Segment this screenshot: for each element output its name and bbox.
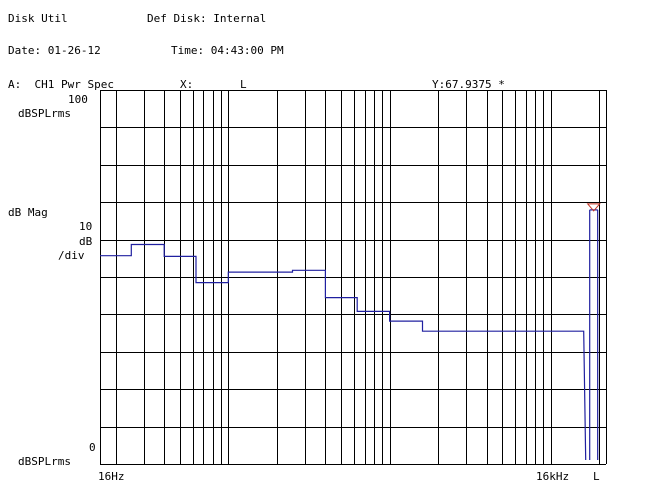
band-marker-l xyxy=(589,209,599,460)
plot-grid xyxy=(100,90,607,465)
y-scale-unit: dB xyxy=(79,235,93,248)
trace-channel-label: A: CH1 Pwr Spec xyxy=(8,78,114,91)
x-stop-label: 16kHz xyxy=(536,470,570,483)
y-scale-value: 10 xyxy=(79,220,93,233)
default-disk-label: Def Disk: Internal xyxy=(147,12,267,25)
x-marker-label: X: xyxy=(180,78,194,91)
y-bottom-unit: dBSPLrms xyxy=(18,455,71,468)
x-start-label: 16Hz xyxy=(98,470,125,483)
marker-triangle xyxy=(586,203,601,212)
power-spectrum-trace xyxy=(100,243,587,461)
y-marker-readout: Y:67.9375 * xyxy=(432,78,505,91)
y-top-value: 100 xyxy=(68,93,88,106)
date-label: Date: 01-26-12 xyxy=(8,44,101,57)
x-marker-axis-label: L xyxy=(593,470,600,483)
y-scale-per-div: /div xyxy=(58,249,85,262)
y-bottom-value: 0 xyxy=(89,441,96,454)
y-top-unit: dBSPLrms xyxy=(18,107,71,120)
y-mode-label: dB Mag xyxy=(8,206,48,219)
x-marker-value: L xyxy=(240,78,247,91)
disk-util-label: Disk Util xyxy=(8,12,68,25)
time-label: Time: 04:43:00 PM xyxy=(171,44,284,57)
